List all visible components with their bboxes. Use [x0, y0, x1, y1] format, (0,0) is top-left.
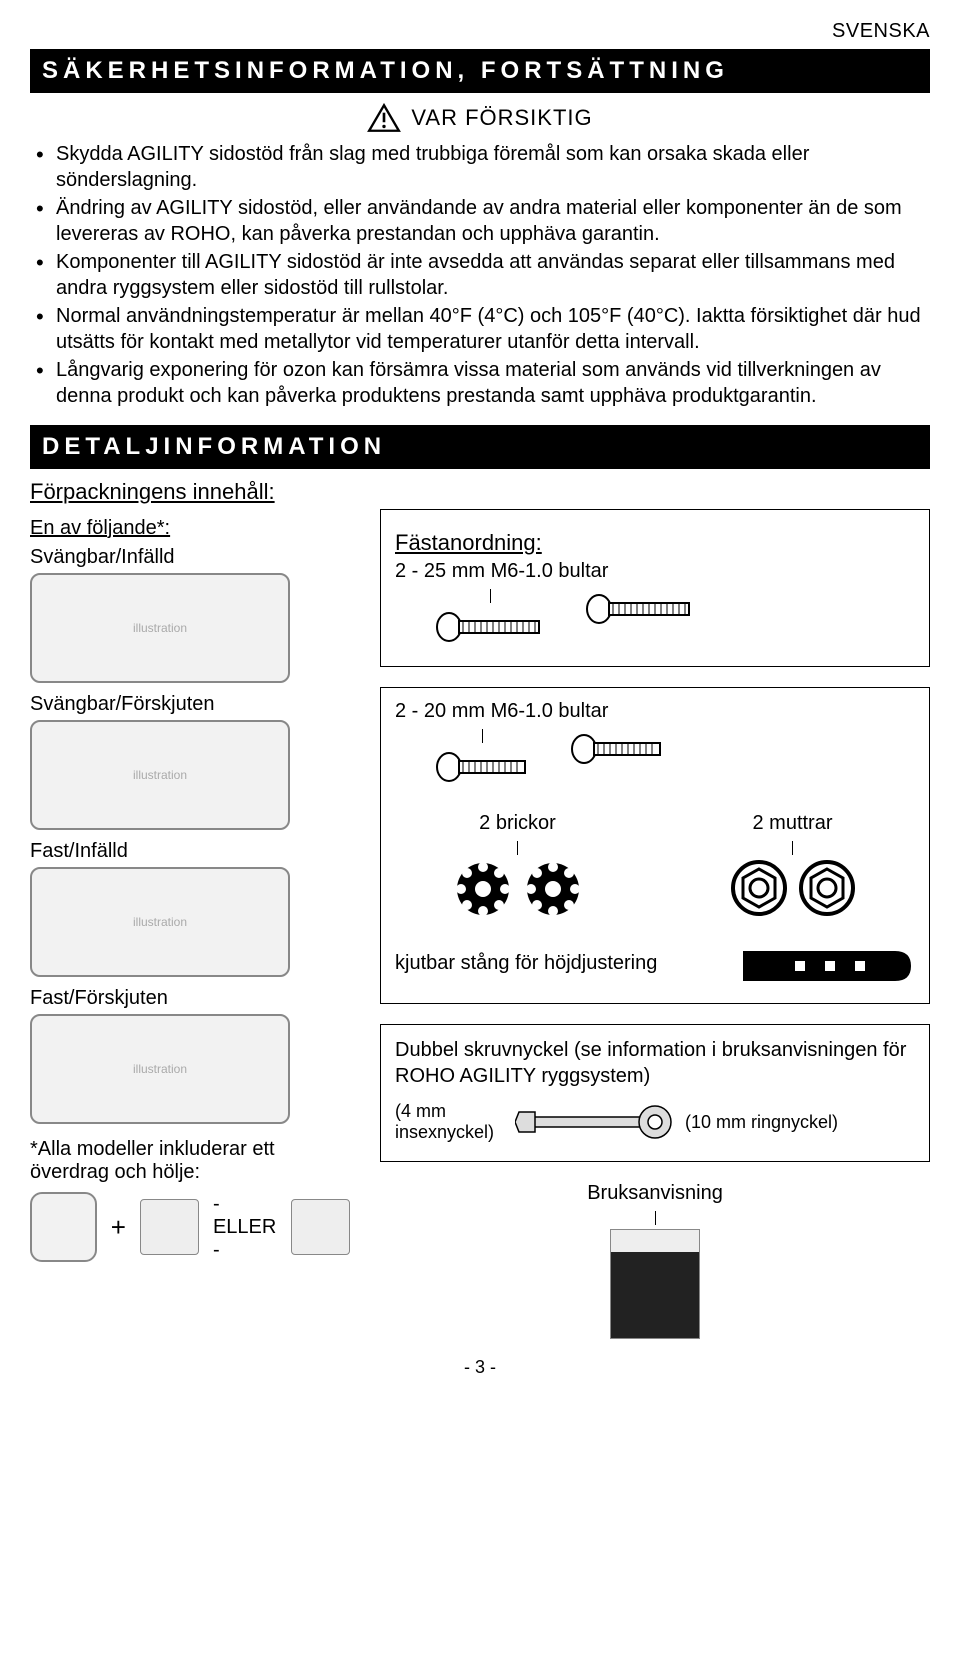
cover-illustration-row: + - ELLER -	[30, 1192, 350, 1262]
bolt-illustration	[585, 589, 695, 652]
hex-4mm-label: (4 mm insexnyckel)	[395, 1101, 505, 1143]
variants-column: En av följande*: Svängbar/Infälld illust…	[30, 509, 350, 1339]
manual-label: Bruksanvisning	[380, 1182, 930, 1205]
bolts-25-label: 2 - 25 mm M6-1.0 bultar	[395, 560, 915, 583]
variant-image-fixed-offset: illustration	[30, 1014, 290, 1124]
variant-image-swing-offset: illustration	[30, 720, 290, 830]
washer-icon	[523, 859, 583, 919]
wrench-description: Dubbel skruvnyckel (se information i bru…	[395, 1037, 915, 1089]
case-image-b	[291, 1199, 350, 1255]
nuts-label: 2 muttrar	[670, 812, 915, 835]
hardware-heading: Fästanordning:	[395, 530, 915, 556]
plus-icon: +	[111, 1212, 126, 1243]
washers-label: 2 brickor	[395, 812, 640, 835]
variant-label: Fast/Infälld	[30, 840, 350, 863]
page-number: - 3 -	[30, 1357, 930, 1378]
section-header-detail: DETALJINFORMATION	[30, 425, 930, 469]
manual-image	[610, 1229, 700, 1339]
hardware-box-2: 2 - 20 mm M6-1.0 bultar 2 brickor	[380, 687, 930, 1004]
or-label: - ELLER -	[213, 1193, 277, 1262]
variant-image-fixed-flush: illustration	[30, 867, 290, 977]
wrench-icon	[515, 1097, 675, 1147]
warning-icon	[367, 103, 401, 133]
one-of-heading: En av följande*:	[30, 517, 350, 540]
ring-10mm-label: (10 mm ringnyckel)	[685, 1112, 838, 1133]
bullet-item: Skydda AGILITY sidostöd från slag med tr…	[30, 141, 930, 193]
case-image-a	[140, 1199, 199, 1255]
safety-bullet-list: Skydda AGILITY sidostöd från slag med tr…	[30, 141, 930, 409]
hardware-box-1: Fästanordning: 2 - 25 mm M6-1.0 bultar	[380, 509, 930, 667]
slider-bar-icon	[735, 943, 915, 989]
cover-image	[30, 1192, 97, 1262]
bolt-illustration	[435, 729, 530, 792]
bolts-20-label: 2 - 20 mm M6-1.0 bultar	[395, 700, 915, 723]
wrench-box: Dubbel skruvnyckel (se information i bru…	[380, 1024, 930, 1162]
bolt-illustration	[570, 729, 665, 792]
hardware-column: Fästanordning: 2 - 25 mm M6-1.0 bultar 2…	[380, 509, 930, 1339]
washer-icon	[453, 859, 513, 919]
variant-label: Svängbar/Förskjuten	[30, 693, 350, 716]
contents-columns: En av följande*: Svängbar/Infälld illust…	[30, 509, 930, 1339]
caution-row: VAR FÖRSIKTIG	[30, 103, 930, 133]
variant-image-swing-flush: illustration	[30, 573, 290, 683]
nut-icon	[798, 859, 856, 917]
section-header-safety: SÄKERHETSINFORMATION, FORTSÄTTNING	[30, 49, 930, 93]
slider-label: kjutbar stång för höjdjustering	[395, 952, 705, 975]
bolt-illustration	[435, 589, 545, 652]
nut-icon	[730, 859, 788, 917]
variant-label: Svängbar/Infälld	[30, 546, 350, 569]
bullet-item: Långvarig exponering för ozon kan försäm…	[30, 357, 930, 409]
language-label: SVENSKA	[30, 20, 930, 43]
bullet-item: Normal användningstemperatur är mellan 4…	[30, 303, 930, 355]
caution-label: VAR FÖRSIKTIG	[411, 105, 592, 131]
bullet-item: Ändring av AGILITY sidostöd, eller använ…	[30, 195, 930, 247]
package-contents-heading: Förpackningens innehåll:	[30, 479, 930, 505]
variant-label: Fast/Förskjuten	[30, 987, 350, 1010]
bullet-item: Komponenter till AGILITY sidostöd är int…	[30, 249, 930, 301]
footnote-cover: *Alla modeller inkluderar ett överdrag o…	[30, 1138, 350, 1184]
